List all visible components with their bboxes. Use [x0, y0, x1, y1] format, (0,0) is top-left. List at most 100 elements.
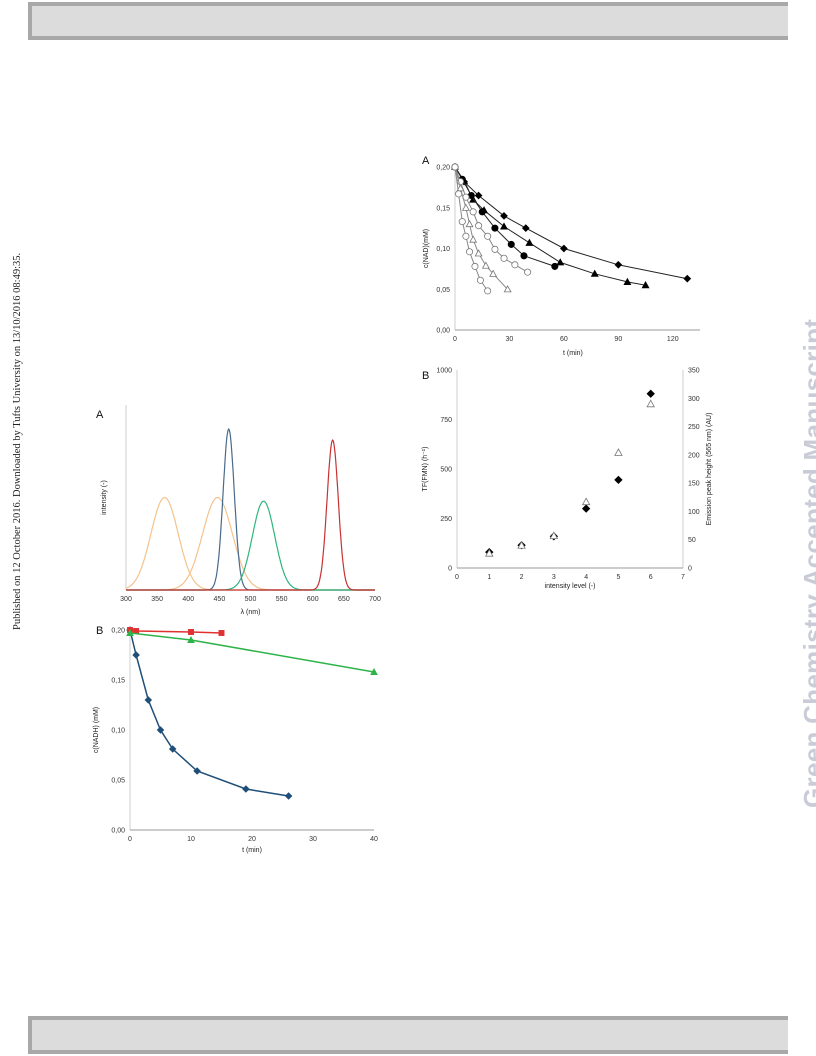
data-point [491, 224, 499, 232]
x-tick-label: 450 [214, 596, 226, 603]
publication-note: Published on 12 October 2016. Downloaded… [12, 252, 23, 630]
data-point [242, 785, 250, 793]
x-tick-label: 600 [307, 596, 319, 603]
y-tick-label: 250 [440, 516, 452, 523]
x-tick-label: 120 [667, 336, 679, 343]
data-point [683, 274, 692, 283]
x-tick-label: 700 [369, 596, 381, 603]
data-point [451, 163, 459, 171]
data-point [484, 232, 492, 240]
data-point [485, 548, 494, 557]
y-tick-label: 0,00 [436, 328, 450, 335]
x-tick-label: 40 [370, 836, 378, 843]
y-tick-label: 0 [448, 566, 452, 573]
data-point [614, 260, 623, 269]
x-tick-label: 2 [520, 574, 524, 581]
data-point [476, 276, 484, 284]
spectrum-series-line [126, 438, 375, 591]
data-point [475, 222, 483, 230]
y2-tick-label: 50 [688, 537, 696, 544]
data-point [465, 248, 474, 256]
panel-label: B [96, 625, 103, 637]
x-axis-label: λ (nm) [241, 609, 261, 616]
data-point [560, 244, 568, 253]
y-tick-label: 0,20 [436, 165, 450, 172]
x-tick-label: 400 [182, 596, 194, 603]
y2-tick-label: 200 [688, 452, 700, 459]
x-tick-label: 10 [187, 836, 195, 843]
y2-tick-label: 250 [688, 424, 700, 431]
y-tick-label: 0,10 [436, 246, 450, 253]
data-point [370, 667, 378, 675]
data-point [646, 399, 655, 408]
data-point [500, 222, 508, 230]
y-tick-label: 0,05 [436, 287, 450, 294]
x-tick-label: 650 [338, 596, 350, 603]
data-point [551, 262, 559, 270]
data-point [581, 504, 591, 513]
panel-label: B [422, 370, 429, 382]
spectrum-series-line [126, 428, 375, 591]
y2-tick-label: 350 [688, 368, 700, 375]
data-point [549, 531, 559, 540]
data-point [623, 277, 632, 285]
data-point [581, 497, 591, 506]
x-tick-label: 500 [245, 596, 257, 603]
nadh-time-course-chart: B 0,00 0,05 0,10 0,15 0,20 0 10 20 30 40 t (min) c(N… [93, 625, 378, 854]
x-tick-label: 4 [584, 574, 588, 581]
data-point [471, 262, 479, 270]
x-tick-label: 0 [455, 574, 459, 581]
y-axis-label: c(NAD)(mM) [423, 229, 430, 268]
panel-label: A [96, 409, 104, 421]
data-point [461, 203, 470, 211]
data-point [484, 287, 492, 295]
y-tick-label: 0,10 [111, 728, 125, 735]
series-line [129, 629, 289, 797]
data-point [284, 792, 293, 800]
y-axis-label: TF(FMN) (h⁻¹) [422, 447, 429, 492]
x-tick-label: 7 [681, 574, 685, 581]
data-point [556, 258, 565, 266]
y-tick-label: 0,05 [111, 778, 125, 785]
data-point [614, 448, 623, 456]
data-point [126, 628, 134, 636]
data-point [511, 261, 519, 269]
data-point [218, 630, 225, 636]
y2-tick-label: 0 [688, 566, 692, 573]
x-axis-label: t (min) [242, 847, 262, 854]
x-tick-label: 20 [248, 836, 256, 843]
y2-tick-label: 100 [688, 509, 700, 516]
data-point [500, 212, 508, 220]
spectrum-series-line [126, 500, 375, 591]
y2-axis-label: Emission peak height (565 nm) (AU) [706, 413, 713, 526]
data-point [507, 240, 515, 248]
x-tick-label: 6 [649, 574, 653, 581]
data-point [524, 268, 532, 276]
x-axis-label: t (min) [563, 350, 583, 357]
data-point [188, 629, 194, 635]
data-point [491, 245, 499, 253]
data-point [641, 281, 650, 289]
data-point [132, 651, 140, 659]
data-point [500, 254, 508, 262]
x-tick-label: 550 [276, 596, 288, 603]
data-point [456, 184, 465, 192]
data-point [525, 238, 534, 246]
data-point [168, 745, 177, 753]
y-tick-label: 0,15 [436, 205, 450, 212]
y-tick-label: 1000 [436, 368, 452, 375]
y2-tick-label: 150 [688, 481, 700, 488]
data-point [156, 726, 165, 734]
x-tick-label: 1 [487, 574, 491, 581]
x-tick-label: 30 [506, 336, 514, 343]
data-point [481, 261, 490, 269]
data-point [614, 475, 623, 485]
data-point [465, 219, 474, 228]
turnover-frequency-chart: B 0 250 500 750 1000 0 50 100 150 200 250 300 350 0 1 2 3… [422, 368, 713, 591]
y-tick-label: 750 [440, 417, 452, 424]
data-point [462, 232, 470, 240]
data-point [458, 218, 466, 226]
manuscript-watermark: Green Chemistry Accepted Manuscript [798, 318, 816, 808]
x-tick-label: 3 [552, 574, 556, 581]
y-axis-label: c(NADH) (mM) [93, 707, 100, 753]
